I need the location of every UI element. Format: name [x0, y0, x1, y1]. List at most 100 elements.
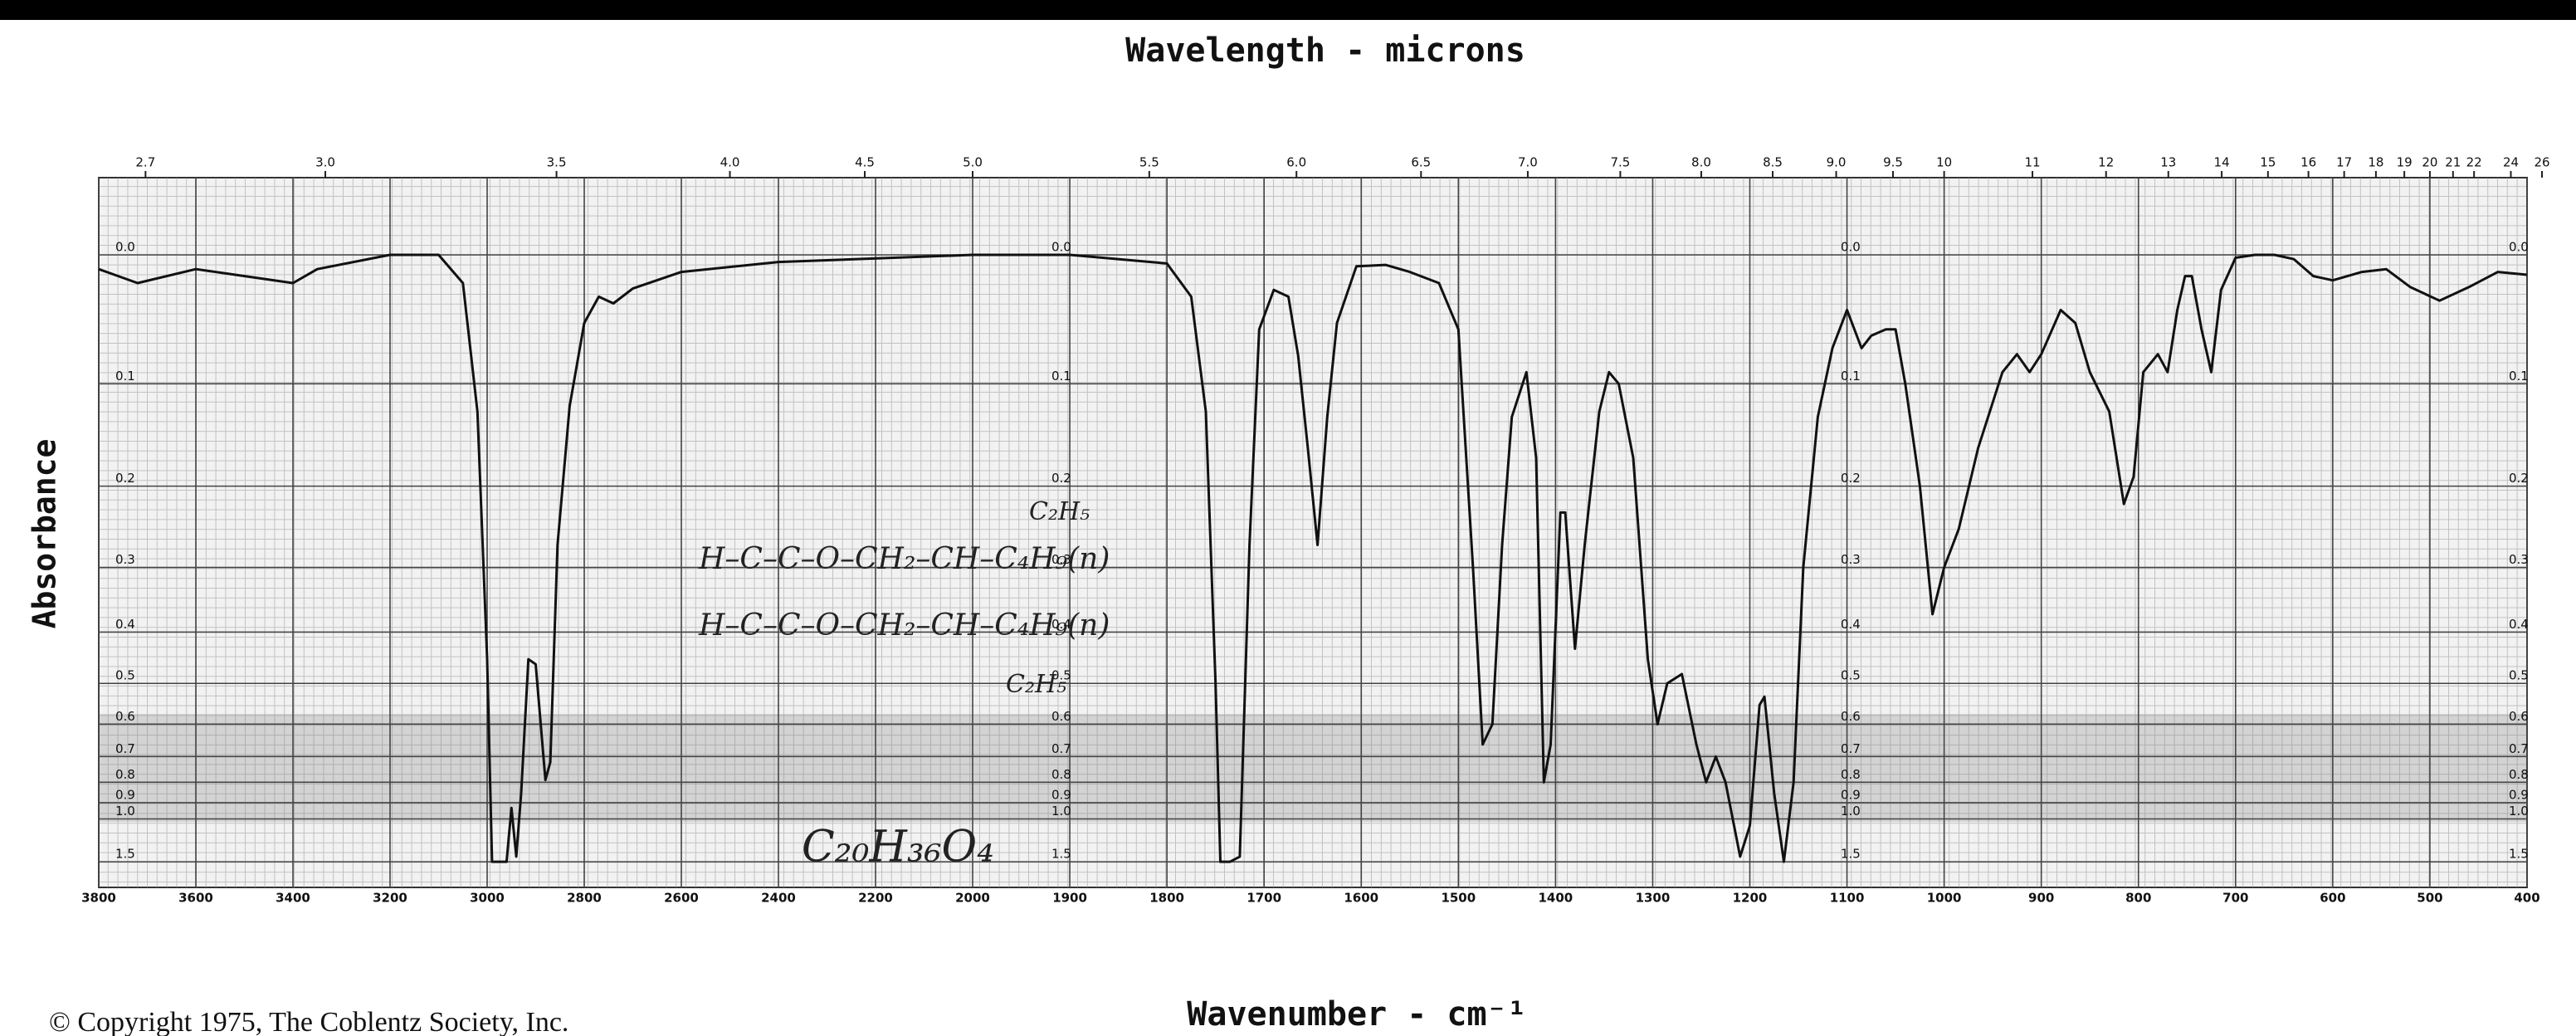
y-tick-label: 0.3 [1051, 552, 1071, 567]
y-axis-title: Absorbance [27, 439, 63, 629]
y-tick-label: 0.7 [2509, 741, 2529, 756]
y-tick-label: 0.7 [115, 741, 135, 756]
y-tick-label: 0.2 [1841, 471, 1861, 486]
x2-axis-title: Wavelength - microns [1125, 32, 1525, 70]
y-tick-label: 1.0 [1051, 804, 1071, 819]
y-tick-label: 0.7 [1051, 741, 1071, 756]
x-tick-label: 1500 [1441, 891, 1476, 906]
y-tick-label: 0.9 [115, 787, 135, 802]
y-tick-label: 0.6 [1841, 709, 1861, 724]
x2-tick-label: 10 [1936, 155, 1952, 170]
y-tick-label: 0.3 [2509, 552, 2529, 567]
y-tick-label: 0.4 [2509, 617, 2529, 632]
y-tick-label: 0.6 [1051, 709, 1071, 724]
x2-tick-label: 19 [2397, 155, 2413, 170]
x-tick-label: 1200 [1733, 891, 1768, 906]
x-tick-label: 1600 [1344, 891, 1378, 906]
y-tick-label: 1.5 [115, 847, 135, 862]
annotation: C₂₀H₃₆O₄ [802, 823, 994, 872]
x2-tick-label: 4.5 [855, 155, 875, 170]
y-tick-label: 0.9 [1841, 787, 1861, 802]
annotation: H–C–C–O–CH₂–CH–C₄H₉(n) [698, 542, 1110, 576]
x-tick-label: 3200 [373, 891, 407, 906]
y-tick-label: 1.5 [2509, 847, 2529, 862]
x-tick-label: 1000 [1927, 891, 1962, 906]
x2-tick-label: 5.5 [1139, 155, 1159, 170]
y-tick-label: 0.0 [2509, 240, 2529, 255]
x-tick-label: 2800 [567, 891, 602, 906]
y-tick-label: 0.0 [1051, 240, 1071, 255]
x2-tick-label: 22 [2466, 155, 2482, 170]
y-tick-label: 0.8 [2509, 767, 2529, 782]
x2-tick-label: 9.5 [1883, 155, 1903, 170]
x2-tick-label: 13 [2160, 155, 2176, 170]
x-tick-label: 700 [2222, 891, 2248, 906]
annotation: C₂H₅ [1006, 670, 1066, 699]
y-tick-label: 0.4 [115, 617, 135, 632]
copyright: © Copyright 1975, The Coblentz Society, … [49, 1007, 568, 1036]
x2-tick-label: 7.5 [1610, 155, 1630, 170]
y-tick-label: 0.5 [2509, 668, 2529, 683]
x2-tick-label: 8.5 [1763, 155, 1783, 170]
y-tick-label: 0.9 [1051, 787, 1071, 802]
x-tick-label: 1700 [1247, 891, 1281, 906]
y-tick-label: 0.1 [1841, 369, 1861, 384]
x-tick-label: 1100 [1830, 891, 1865, 906]
y-tick-label: 0.8 [115, 767, 135, 782]
y-tick-label: 0.9 [2509, 787, 2529, 802]
x-tick-label: 2400 [761, 891, 796, 906]
y-tick-label: 0.5 [1841, 668, 1861, 683]
x-tick-label: 1900 [1052, 891, 1087, 906]
x2-tick-label: 18 [2368, 155, 2383, 170]
scan-border [0, 0, 2576, 20]
annotation: C₂H₅ [1029, 497, 1090, 526]
x-tick-label: 600 [2320, 891, 2345, 906]
x2-tick-label: 6.0 [1286, 155, 1306, 170]
y-tick-label: 0.2 [115, 471, 135, 486]
x-tick-label: 3000 [470, 891, 505, 906]
x-tick-label: 400 [2514, 891, 2539, 906]
x2-tick-label: 17 [2336, 155, 2352, 170]
x-tick-label: 800 [2125, 891, 2151, 906]
x-tick-label: 2000 [955, 891, 990, 906]
annotation: H–C–C–O–CH₂–CH–C₄H₉(n) [698, 608, 1110, 643]
y-tick-label: 1.5 [1841, 847, 1861, 862]
y-tick-label: 0.3 [115, 552, 135, 567]
y-tick-label: 0.7 [1841, 741, 1861, 756]
y-tick-label: 1.0 [115, 804, 135, 819]
x2-tick-label: 2.7 [135, 155, 155, 170]
x-axis-title: Wavenumber - cm⁻¹ [1187, 995, 1526, 1034]
y-tick-label: 1.0 [2509, 804, 2529, 819]
x2-tick-label: 6.5 [1411, 155, 1431, 170]
y-tick-label: 0.4 [1051, 617, 1071, 632]
x2-tick-label: 15 [2260, 155, 2276, 170]
y-tick-label: 1.5 [1051, 847, 1071, 862]
x2-tick-label: 5.0 [963, 155, 983, 170]
x2-tick-label: 3.0 [315, 155, 335, 170]
x2-tick-label: 21 [2445, 155, 2461, 170]
y-tick-label: 0.2 [1051, 471, 1071, 486]
y-tick-label: 0.5 [1051, 668, 1071, 683]
y-tick-label: 0.0 [1841, 240, 1861, 255]
x-tick-label: 3600 [178, 891, 213, 906]
x2-tick-label: 12 [2098, 155, 2114, 170]
chart-paper-grid [99, 178, 2527, 887]
y-tick-label: 0.8 [1841, 767, 1861, 782]
x-tick-label: 3400 [276, 891, 310, 906]
paper-shading [99, 714, 2527, 822]
x-tick-label: 3800 [81, 891, 116, 906]
x2-tick-label: 20 [2422, 155, 2437, 170]
x2-tick-label: 11 [2024, 155, 2040, 170]
y-tick-label: 0.6 [2509, 709, 2529, 724]
x2-tick-label: 8.0 [1691, 155, 1711, 170]
x2-tick-label: 3.5 [547, 155, 567, 170]
x-tick-label: 900 [2028, 891, 2054, 906]
x2-tick-label: 24 [2503, 155, 2519, 170]
x2-tick-label: 7.0 [1518, 155, 1538, 170]
x2-tick-label: 9.0 [1827, 155, 1847, 170]
y-tick-label: 0.8 [1051, 767, 1071, 782]
mark-layer: C₂H₅ H–C–C–O–CH₂–CH–C₄H₉(n) H–C–C–O–CH₂–CH… [98, 253, 2528, 872]
y-tick-label: 0.1 [1051, 369, 1071, 384]
x2-tick-label: 4.0 [720, 155, 740, 170]
